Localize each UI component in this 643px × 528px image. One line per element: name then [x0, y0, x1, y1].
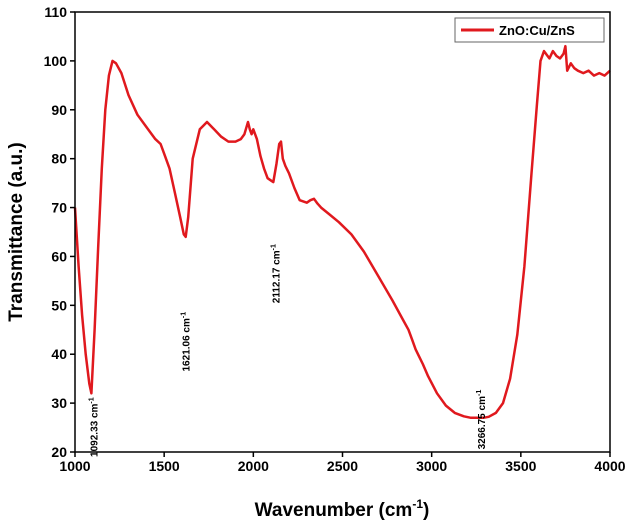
- peak-label: 1621.06 cm-1: [181, 312, 193, 372]
- axes-layer: 1000 1500 2000 2500 3000 3500 4000 20 30 40 50 60 70…: [44, 4, 626, 474]
- y-tick-label: 90: [51, 102, 67, 118]
- x-tick-label: 1000: [59, 458, 90, 474]
- x-tick-label: 4000: [594, 458, 625, 474]
- peak-label-text: 3266.75 cm: [477, 396, 488, 449]
- x-axis-title-sup: -1: [412, 497, 423, 511]
- legend-label: ZnO:Cu/ZnS: [499, 23, 575, 38]
- legend: ZnO:Cu/ZnS: [454, 17, 605, 43]
- peak-label-text: 2112.17 cm: [271, 250, 282, 303]
- peak-label-text: 1621.06 cm: [182, 318, 193, 371]
- y-tick-label: 100: [44, 53, 68, 69]
- y-tick-label: 70: [51, 200, 67, 216]
- plot-frame: [74, 11, 611, 453]
- peak-label-sup: -1: [88, 397, 95, 403]
- x-tick-label: 2000: [238, 458, 269, 474]
- y-tick-label: 50: [51, 297, 67, 313]
- y-tick-label: 80: [51, 151, 67, 167]
- series-line: [73, 44, 611, 420]
- x-tick-label: 1500: [149, 458, 180, 474]
- x-tick-label: 3000: [416, 458, 447, 474]
- peak-label-text: 1092.33 cm: [89, 403, 100, 456]
- x-axis-title-close: ): [423, 500, 429, 521]
- peak-label-sup: -1: [476, 390, 483, 396]
- peak-label: 2112.17 cm-1: [270, 244, 282, 303]
- peak-label: 1092.33 cm-1: [88, 397, 100, 457]
- x-axis-title-main: Wavenumber (cm: [255, 500, 413, 521]
- peak-label-sup: -1: [270, 244, 277, 250]
- y-tick-label: 20: [51, 444, 67, 460]
- y-tick-label: 60: [51, 248, 67, 264]
- series-layer: [73, 44, 611, 420]
- y-tick-label: 30: [51, 395, 67, 411]
- peak-label: 3266.75 cm-1: [476, 390, 488, 450]
- x-axis-title: Wavenumber (cm-1): [255, 497, 430, 521]
- y-tick-label: 40: [51, 346, 67, 362]
- y-tick-label: 110: [44, 4, 67, 20]
- peak-label-sup: -1: [181, 312, 188, 318]
- y-axis-title: Transmittance (a.u.): [6, 142, 27, 322]
- x-tick-label: 3500: [505, 458, 536, 474]
- x-tick-label: 2500: [327, 458, 358, 474]
